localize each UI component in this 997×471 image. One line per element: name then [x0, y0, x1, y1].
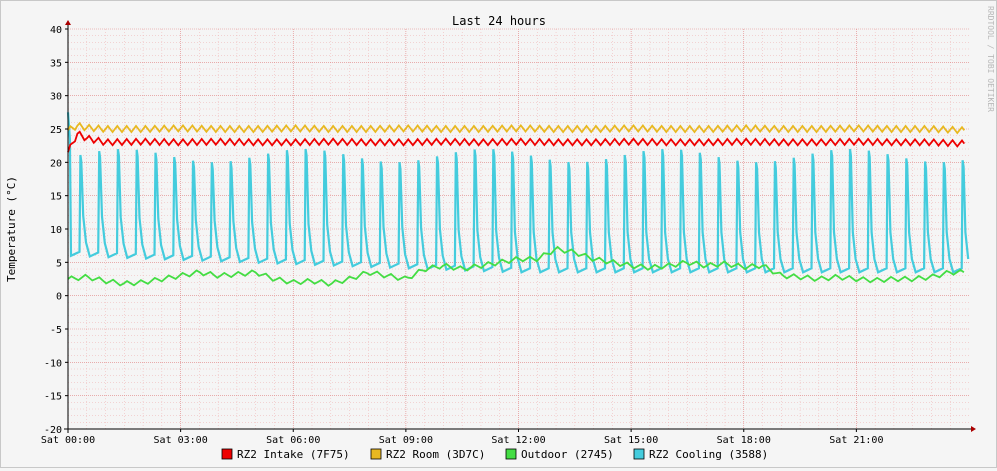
x-tick-label: Sat 15:00 — [604, 435, 658, 446]
y-tick-label: 30 — [50, 92, 62, 103]
y-tick-label: 10 — [50, 225, 62, 236]
y-tick-label: 15 — [50, 192, 62, 203]
series-layer — [66, 112, 970, 287]
legend-label: RZ2 Room (3D7C) — [386, 448, 485, 461]
legend-swatch — [633, 448, 645, 460]
x-tick-label: Sat 00:00 — [41, 435, 95, 446]
x-tick-label: Sat 09:00 — [379, 435, 433, 446]
x-tick-labels: Sat 00:00 Sat 03:00 Sat 06:00 Sat 09:00 Sat … — [41, 429, 883, 446]
legend-swatch — [505, 448, 517, 460]
y-tick-label: 5 — [56, 258, 62, 269]
y-tick-label: 25 — [50, 125, 62, 136]
legend-label: RZ2 Intake (7F75) — [237, 448, 350, 461]
y-tick-label: -5 — [50, 325, 62, 336]
y-tick-label: 40 — [50, 25, 62, 36]
legend-swatch — [221, 448, 233, 460]
y-tick-label: -20 — [44, 425, 62, 436]
y-axis-arrow — [65, 20, 71, 25]
series-outdoor — [67, 245, 965, 287]
legend-label: Outdoor (2745) — [521, 448, 614, 461]
watermark: RRDTOOL / TOBI OETIKER — [986, 6, 995, 112]
y-axis-label: Temperature (°C) — [5, 176, 18, 282]
x-tick-label: Sat 21:00 — [829, 435, 883, 446]
legend-label: RZ2 Cooling (3588) — [649, 448, 768, 461]
series-rz2-cooling — [66, 112, 970, 274]
y-tick-label: 20 — [50, 158, 62, 169]
x-tick-label: Sat 18:00 — [717, 435, 771, 446]
axes — [64, 20, 976, 433]
chart-title: Last 24 hours — [452, 14, 546, 28]
x-axis-arrow — [971, 426, 976, 432]
y-tick-labels: 40 35 30 25 20 15 10 5 0 -5 -10 -15 -20 — [44, 25, 68, 436]
y-tick-label: 0 — [56, 292, 62, 303]
legend: RZ2 Intake (7F75) RZ2 Room (3D7C) Outdoor … — [221, 448, 768, 461]
y-tick-label: -15 — [44, 392, 62, 403]
legend-swatch — [370, 448, 382, 460]
y-tick-label: 35 — [50, 58, 62, 69]
y-tick-label: -10 — [44, 358, 62, 369]
series-rz2-room — [67, 121, 966, 135]
series-rz2-intake — [67, 130, 966, 153]
x-tick-label: Sat 12:00 — [491, 435, 545, 446]
x-tick-label: Sat 06:00 — [266, 435, 320, 446]
x-tick-label: Sat 03:00 — [154, 435, 208, 446]
